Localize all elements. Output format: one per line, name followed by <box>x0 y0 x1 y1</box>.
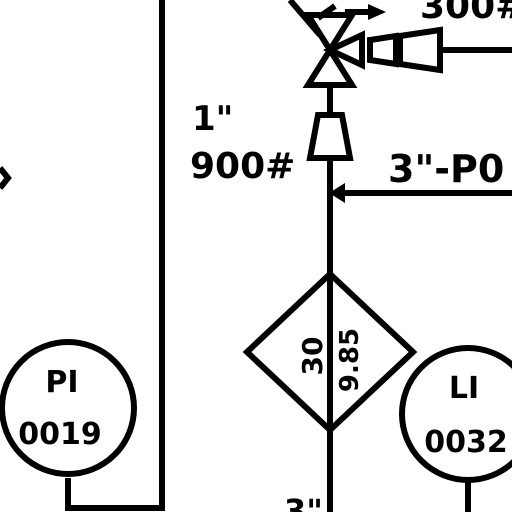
bottom-partial-label: 3" <box>284 492 323 512</box>
diamond-symbol <box>242 269 418 435</box>
reducer-far-right <box>397 26 443 74</box>
pi-tag: PI <box>45 365 78 400</box>
li-tag: LI <box>449 371 479 406</box>
top-size-label: 300# <box>420 0 512 27</box>
pi-instrument-circle <box>0 339 137 477</box>
pipe-arrowhead <box>329 183 345 203</box>
pi-signal-line <box>65 0 165 511</box>
valve-lower-triangle <box>302 12 358 56</box>
valve-size-label: 1" <box>192 99 233 139</box>
top-small-arrowhead <box>368 4 386 20</box>
reducer-fitting <box>306 112 354 161</box>
reducer-right <box>367 32 399 68</box>
pi-number: 0019 <box>18 417 102 452</box>
diamond-left-value: 30 <box>296 337 329 376</box>
diamond-right-value: 9.85 <box>335 328 365 392</box>
valve-rating-label: 900# <box>190 146 295 187</box>
li-number: 0032 <box>424 425 508 460</box>
li-instrument-circle <box>399 345 512 483</box>
left-edge-chevron <box>0 166 12 190</box>
valve-side-triangle <box>322 30 365 70</box>
pipe-label: 3"-P0 <box>388 147 504 191</box>
